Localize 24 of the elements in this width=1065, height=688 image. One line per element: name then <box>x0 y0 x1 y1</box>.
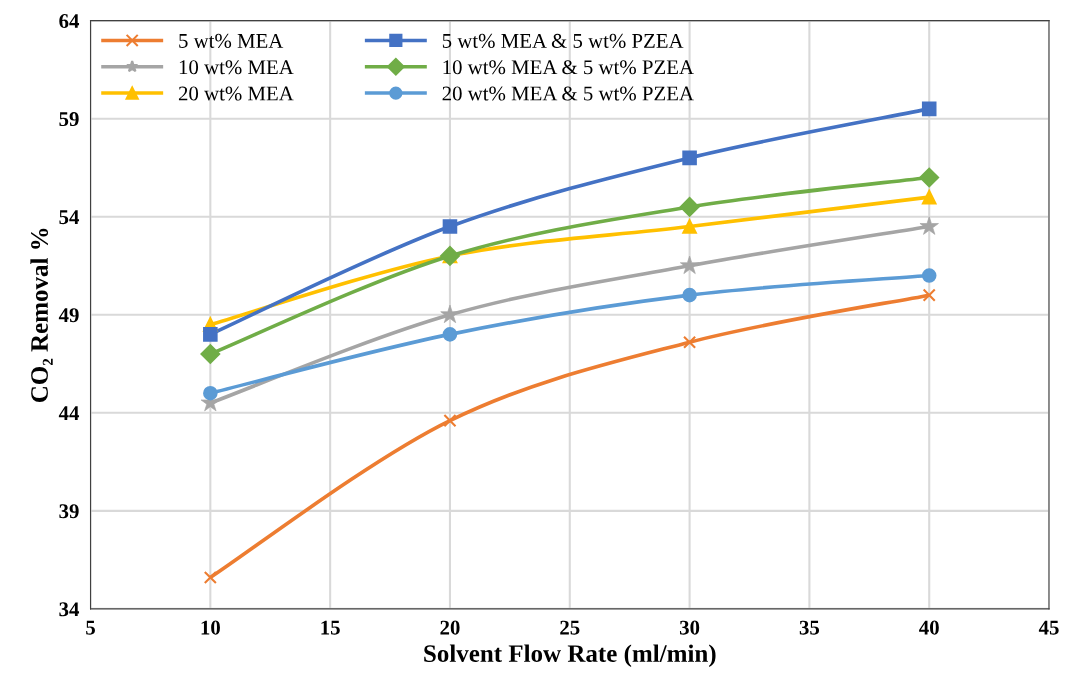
x-tick-label: 20 <box>440 620 460 635</box>
legend-label: 20 wt% MEA <box>178 86 294 101</box>
x-axis-title: Solvent Flow Rate (ml/min) <box>424 644 716 668</box>
legend-label: 10 wt% MEA & 5 wt% PZEA <box>443 60 694 75</box>
legend-label: 5 wt% MEA <box>179 33 284 48</box>
x-tick-label: 35 <box>799 620 820 635</box>
y-tick-label: 44 <box>58 406 80 421</box>
y-tick-label: 34 <box>59 602 80 617</box>
y-tick-label: 39 <box>59 504 79 519</box>
x-tick-label: 25 <box>560 620 580 635</box>
x-tick-label: 40 <box>919 620 939 635</box>
x-tick-label: 45 <box>1038 620 1059 635</box>
x-tick-label: 5 <box>86 620 95 635</box>
y-tick-label: 64 <box>59 14 80 29</box>
y-axis-title: CO₂ Removal % <box>30 228 53 402</box>
y-tick-label: 54 <box>59 210 80 225</box>
y-tick-label: 59 <box>59 112 79 127</box>
legend-label: 5 wt% MEA & 5 wt% PZEA <box>442 33 684 48</box>
legend-label: 10 wt% MEA <box>179 60 294 75</box>
legend-label: 20 wt% MEA & 5 wt% PZEA <box>442 86 694 101</box>
x-tick-label: 15 <box>321 620 340 635</box>
x-tick-label: 30 <box>679 620 700 635</box>
y-tick-label: 49 <box>58 308 79 323</box>
x-tick-label: 10 <box>201 620 220 635</box>
